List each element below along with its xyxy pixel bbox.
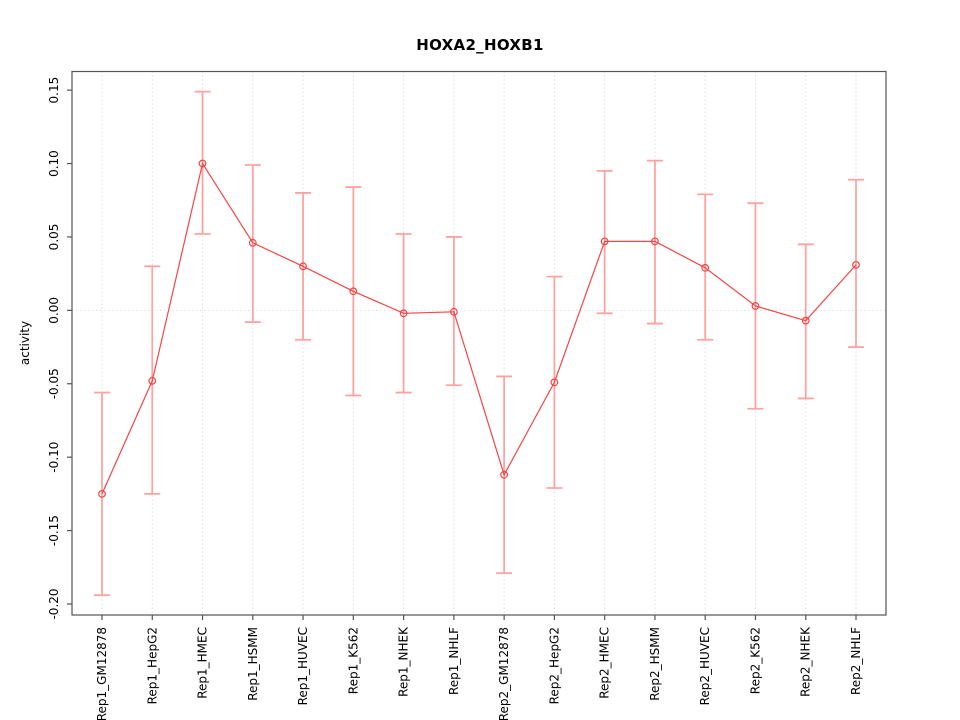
series-line bbox=[101, 162, 857, 495]
x-category-label: Rep1_NHEK bbox=[397, 626, 411, 697]
data-point bbox=[801, 316, 810, 325]
data-point bbox=[248, 238, 257, 247]
x-category-label: Rep1_HSMM bbox=[246, 627, 260, 701]
y-tick-label: 0.15 bbox=[47, 77, 61, 104]
data-point bbox=[299, 262, 307, 271]
x-category-label: Rep1_NHLF bbox=[447, 627, 461, 695]
data-point bbox=[701, 263, 710, 272]
y-tick-label: 0.00 bbox=[47, 297, 61, 324]
x-category-label: Rep2_HepG2 bbox=[547, 627, 561, 704]
data-point bbox=[852, 260, 860, 269]
chart-title: HOXA2_HOXB1 bbox=[416, 36, 544, 54]
x-category-label: Rep2_HSMM bbox=[648, 627, 662, 701]
data-point bbox=[550, 378, 559, 387]
x-category-label: Rep1_GM12878 bbox=[95, 627, 109, 720]
x-category-label: Rep2_NHLF bbox=[849, 627, 863, 695]
data-point bbox=[148, 376, 157, 385]
x-category-label: Rep1_K562 bbox=[346, 627, 360, 694]
data-point bbox=[449, 307, 458, 316]
plot-border bbox=[71, 70, 887, 616]
y-tick-label: -0.05 bbox=[47, 368, 61, 399]
data-point bbox=[651, 237, 659, 246]
x-category-label: Rep2_K562 bbox=[748, 627, 762, 694]
data-point bbox=[399, 309, 408, 318]
x-category-label: Rep2_HUVEC bbox=[698, 627, 712, 705]
y-tick-label: -0.20 bbox=[47, 588, 61, 619]
data-point bbox=[500, 470, 509, 479]
x-category-label: Rep2_NHEK bbox=[799, 626, 813, 697]
x-category-label: Rep1_HMEC bbox=[196, 627, 210, 699]
data-point bbox=[198, 159, 207, 168]
y-tick-label: -0.10 bbox=[47, 442, 61, 473]
x-category-label: Rep2_HMEC bbox=[598, 627, 612, 699]
data-point bbox=[349, 287, 358, 296]
data-point bbox=[600, 237, 609, 246]
y-tick-label: 0.05 bbox=[47, 224, 61, 251]
x-category-label: Rep1_HUVEC bbox=[296, 627, 310, 705]
x-category-label: Rep1_HepG2 bbox=[145, 627, 159, 704]
y-tick-label: 0.10 bbox=[47, 150, 61, 177]
data-point bbox=[98, 489, 106, 498]
x-category-label: Rep2_GM12878 bbox=[497, 627, 511, 720]
y-tick-label: -0.15 bbox=[47, 515, 61, 546]
data-point bbox=[751, 302, 760, 310]
